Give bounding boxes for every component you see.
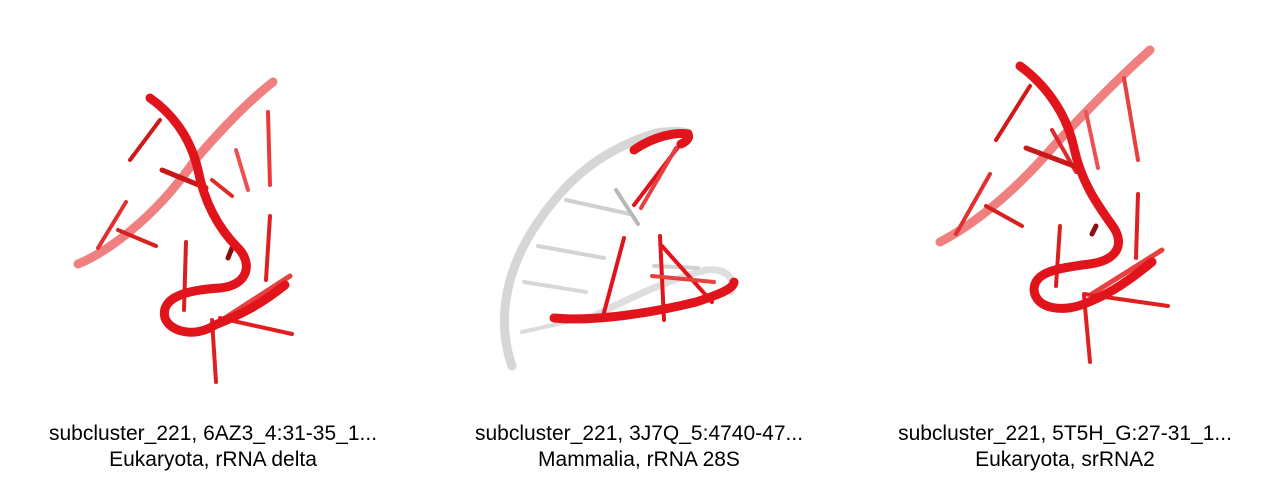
caption-subtitle: Eukaryota, rRNA delta	[109, 448, 317, 471]
caption-title: subcluster_221, 3J7Q_5:4740-47...	[474, 422, 804, 445]
structure-caption: subcluster_221, 6AZ3_4:31-35_1... Eukary…	[0, 421, 426, 473]
caption-title: subcluster_221, 6AZ3_4:31-35_1...	[48, 422, 378, 445]
caption-subtitle: Eukaryota, srRNA2	[975, 448, 1155, 471]
structure-caption: subcluster_221, 5T5H_G:27-31_1... Eukary…	[852, 421, 1278, 473]
caption-title: subcluster_221, 5T5H_G:27-31_1...	[898, 422, 1232, 445]
rna-structure-image	[499, 126, 739, 371]
caption-subtitle: Mammalia, rRNA 28S	[538, 448, 740, 471]
structure-caption: subcluster_221, 3J7Q_5:4740-47... Mammal…	[426, 421, 852, 473]
structure-panel-1[interactable]: subcluster_221, 6AZ3_4:31-35_1... Eukary…	[0, 0, 426, 480]
rna-structure-image	[73, 77, 294, 384]
structure-panel-2[interactable]: subcluster_221, 3J7Q_5:4740-47... Mammal…	[426, 0, 852, 480]
rna-structure-image	[935, 45, 1170, 364]
structure-panel-3[interactable]: subcluster_221, 5T5H_G:27-31_1... Eukary…	[852, 0, 1278, 480]
